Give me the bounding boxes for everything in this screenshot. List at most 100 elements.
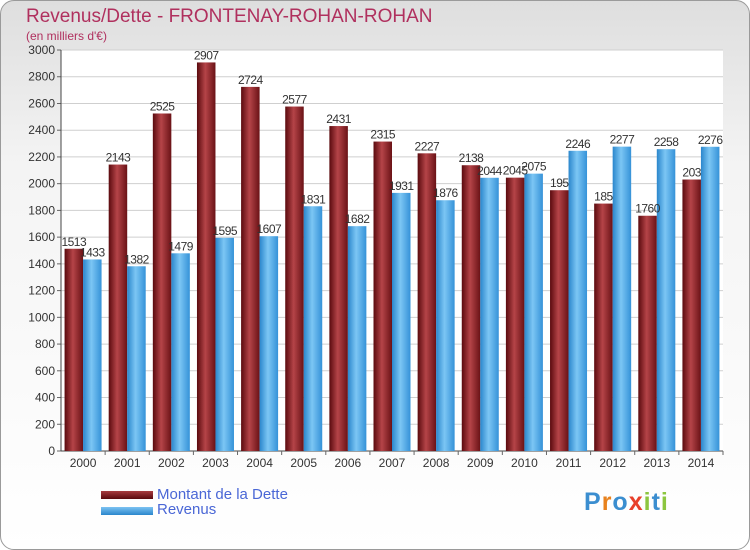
x-tick-label: 2000 [70, 456, 97, 470]
bar-revenus [392, 192, 411, 452]
data-label-revenus: 2276 [698, 133, 724, 147]
data-label-dette: 2315 [370, 128, 396, 142]
data-label-revenus: 2277 [610, 133, 636, 147]
bar-revenus [215, 237, 234, 451]
data-label-dette: 2138 [459, 151, 485, 165]
proxiti-logo: Proxiti [584, 488, 669, 517]
y-tick-label: 1600 [28, 230, 55, 244]
bar-dette [285, 106, 304, 451]
data-label-dette: 2431 [326, 112, 352, 126]
bar-dette [241, 86, 260, 451]
x-tick-label: 2012 [599, 456, 626, 470]
x-tick-label: 2005 [290, 456, 317, 470]
data-label-revenus: 2246 [565, 137, 591, 151]
bar-dette [329, 126, 348, 451]
bar-dette [196, 62, 216, 451]
bar-dette [417, 153, 437, 451]
bar-dette [64, 248, 84, 451]
bar-revenus [480, 177, 499, 451]
bar-dette [152, 113, 172, 451]
logo-letter: P [584, 488, 602, 516]
data-label-dette: 195 [550, 176, 569, 190]
data-label-revenus: 1382 [124, 252, 150, 266]
y-tick-label: 2000 [28, 177, 55, 191]
logo-letter: r [601, 488, 613, 516]
data-label-revenus: 1931 [389, 179, 415, 193]
logo-letter: x [628, 488, 644, 516]
x-tick-label: 2007 [379, 456, 406, 470]
data-label-dette: 2525 [150, 99, 176, 113]
y-tick-label: 1800 [28, 203, 55, 217]
x-tick-label: 2009 [467, 456, 494, 470]
x-tick-label: 2003 [202, 456, 229, 470]
bar-dette [108, 164, 128, 451]
data-label-revenus: 1831 [301, 192, 327, 206]
data-label-dette: 2227 [415, 139, 441, 153]
y-tick-label: 2600 [28, 96, 55, 110]
data-label-revenus: 1595 [212, 224, 238, 238]
legend-label-dette: Montant de la Dette [157, 486, 288, 503]
y-tick-label: 400 [35, 391, 55, 405]
data-label-revenus: 2258 [654, 135, 680, 149]
bar-revenus [347, 226, 367, 451]
bar-dette [461, 165, 481, 451]
data-label-revenus: 1607 [256, 222, 282, 236]
data-label-dette: 2045 [503, 164, 529, 178]
y-tick-label: 2400 [28, 123, 55, 137]
data-label-revenus: 1876 [433, 186, 459, 200]
data-label-revenus: 1682 [345, 212, 371, 226]
data-label-dette: 203 [682, 166, 701, 180]
bar-dette [373, 141, 392, 452]
bar-revenus [436, 200, 455, 451]
x-tick-label: 2004 [246, 456, 273, 470]
data-label-dette: 1513 [61, 235, 87, 249]
y-tick-label: 2200 [28, 150, 55, 164]
bar-dette [682, 179, 701, 451]
data-label-revenus: 1433 [80, 245, 106, 259]
x-tick-label: 2011 [556, 456, 582, 470]
bar-revenus [171, 253, 190, 451]
chart-title: Revenus/Dette - FRONTENAY-ROHAN-ROHAN [26, 6, 433, 27]
legend-swatch-dette [101, 491, 153, 499]
bar-dette [505, 177, 525, 451]
data-label-dette: 2577 [282, 93, 308, 107]
y-tick-label: 2800 [28, 70, 55, 84]
x-tick-label: 2001 [114, 456, 141, 470]
legend-label-revenus: Revenus [157, 501, 217, 518]
data-label-dette: 2724 [238, 73, 264, 87]
x-tick-label: 2013 [643, 456, 670, 470]
bar-revenus [127, 266, 146, 451]
bar-dette [638, 215, 657, 451]
x-tick-label: 2008 [423, 456, 450, 470]
x-tick-label: 2010 [511, 456, 538, 470]
y-tick-label: 600 [35, 364, 55, 378]
y-tick-label: 1000 [28, 310, 55, 324]
bar-dette [594, 203, 613, 451]
bar-revenus [303, 206, 323, 451]
y-tick-label: 0 [48, 444, 55, 458]
bar-dette [550, 190, 569, 451]
logo-letter: i [660, 488, 669, 516]
data-label-dette: 2907 [194, 48, 220, 62]
x-tick-label: 2006 [335, 456, 362, 470]
data-label-dette: 185 [594, 190, 613, 204]
y-tick-label: 1200 [28, 284, 55, 298]
data-label-dette: 2143 [106, 151, 132, 165]
data-label-revenus: 2075 [521, 160, 547, 174]
bar-revenus [83, 259, 102, 451]
y-tick-label: 800 [35, 337, 55, 351]
legend-swatch-revenus [101, 507, 153, 515]
y-tick-label: 200 [35, 417, 55, 431]
y-tick-label: 1400 [28, 257, 55, 271]
bar-revenus [524, 173, 543, 451]
logo-letter: t [651, 488, 661, 516]
chart-subtitle: (en milliers d'€) [26, 29, 107, 43]
bar-revenus [700, 146, 720, 452]
x-tick-label: 2014 [688, 456, 715, 470]
data-label-revenus: 2044 [477, 164, 503, 178]
bar-revenus [656, 149, 676, 451]
bar-revenus [612, 146, 632, 452]
bar-revenus [259, 236, 279, 451]
